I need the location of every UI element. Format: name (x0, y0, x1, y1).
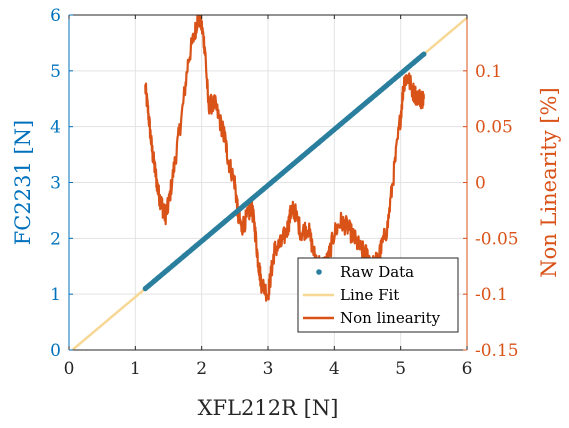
raw-data-point (421, 51, 427, 57)
legend-entry-label: Raw Data (340, 263, 414, 281)
y-left-tick-label: 0 (50, 341, 61, 361)
legend-marker-raw-data (316, 269, 322, 275)
x-tick-label: 6 (462, 359, 473, 379)
x-tick-label: 5 (395, 359, 406, 379)
legend-entry-label: Line Fit (340, 286, 399, 304)
y-right-tick-label: 0.1 (475, 62, 502, 82)
y-right-tick-label: -0.15 (475, 341, 519, 361)
axes: 0 1 2 3 4 5 60123456-0.15-0.1-0.0500.050.1XFL2… (11, 6, 561, 420)
x-axis-label: XFL212R [N] (198, 396, 339, 420)
y-left-tick-label: 4 (50, 118, 61, 138)
x-tick-label: 2 (196, 359, 207, 379)
y-left-tick-label: 5 (50, 62, 61, 82)
y-left-axis-label: FC2231 [N] (11, 120, 35, 246)
y-right-tick-label: -0.05 (475, 229, 519, 249)
legend-entry-label: Non linearity (340, 309, 441, 327)
x-tick-label: 3 (263, 359, 274, 379)
y-left-tick-label: 2 (50, 229, 61, 249)
legend: Raw Data Line Fit Non linearity (297, 257, 459, 333)
y-right-tick-label: 0.05 (475, 118, 513, 138)
x-tick-label: 1 (130, 359, 141, 379)
y-left-tick-label: 3 (50, 174, 61, 194)
y-left-tick-label: 1 (50, 285, 61, 305)
x-tick-label: 4 (329, 359, 340, 379)
y-right-tick-label: 0 (475, 174, 486, 194)
series-layer (70, 15, 467, 350)
y-right-tick-label: -0.1 (475, 285, 508, 305)
raw-data-series (142, 51, 427, 292)
y-right-axis-label: Non Linearity [%] (537, 87, 561, 277)
y-left-tick-label: 6 (50, 6, 61, 26)
x-tick-label: 0 (64, 359, 75, 379)
